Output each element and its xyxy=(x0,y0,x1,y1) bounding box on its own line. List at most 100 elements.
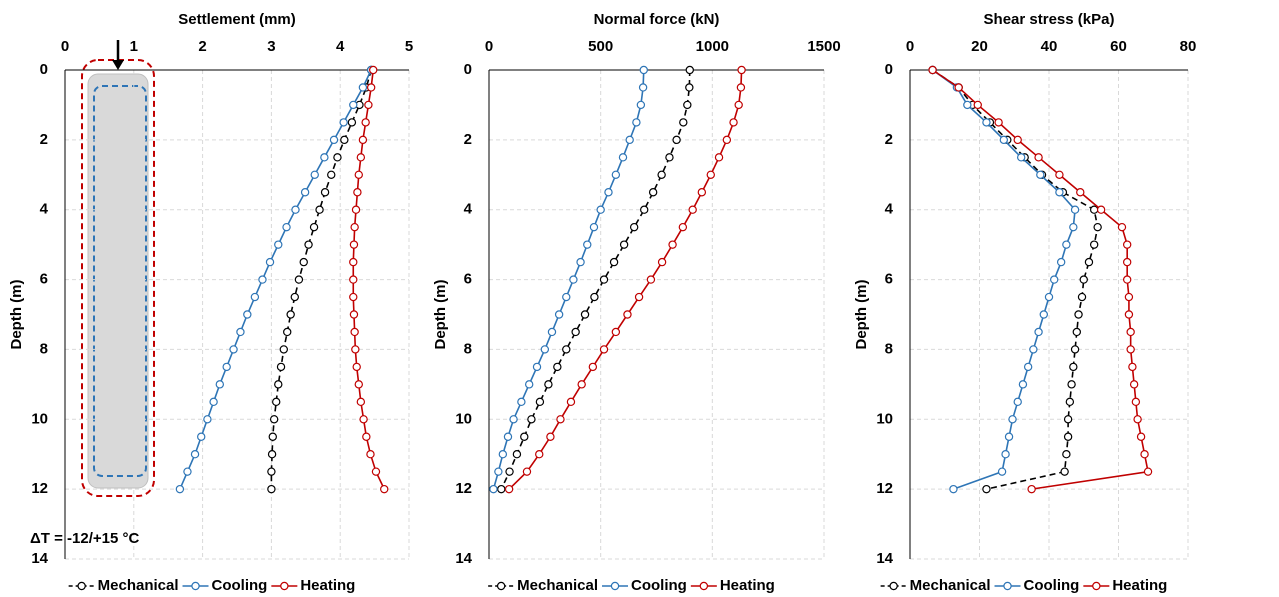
data-point xyxy=(611,170,621,179)
data-point xyxy=(668,240,677,249)
data-point xyxy=(350,327,359,337)
y-tick-label: 8 xyxy=(885,340,893,357)
data-point xyxy=(215,380,224,389)
data-point xyxy=(1122,275,1132,284)
data-point xyxy=(678,222,688,232)
data-point xyxy=(535,450,544,459)
data-point xyxy=(535,397,545,407)
data-point xyxy=(685,65,694,75)
data-point xyxy=(349,275,358,284)
load-arrow-head xyxy=(112,60,124,70)
data-point xyxy=(963,100,972,110)
data-point xyxy=(1093,222,1102,232)
y-tick-label: 6 xyxy=(464,271,472,288)
data-point xyxy=(1063,415,1073,424)
data-point xyxy=(327,170,336,179)
data-point xyxy=(203,415,212,424)
data-point xyxy=(648,188,658,197)
legend-label: Heating xyxy=(1112,577,1167,594)
data-point xyxy=(540,345,550,354)
data-point xyxy=(736,83,746,92)
data-point xyxy=(1069,222,1078,232)
data-point xyxy=(1029,345,1038,354)
y-tick-label: 14 xyxy=(31,550,48,567)
y-tick-label: 2 xyxy=(885,131,893,148)
data-point xyxy=(272,397,281,407)
data-point xyxy=(1013,135,1022,145)
data-point xyxy=(556,415,565,424)
data-point xyxy=(571,327,580,337)
data-point xyxy=(369,65,378,75)
data-point xyxy=(494,467,503,476)
data-point xyxy=(353,188,362,197)
data-point xyxy=(349,310,359,319)
data-point xyxy=(364,100,373,110)
data-point xyxy=(562,345,571,354)
legend-marker xyxy=(77,581,86,591)
data-point xyxy=(279,345,288,354)
data-point xyxy=(299,257,308,267)
y-tick-label: 0 xyxy=(40,61,48,78)
data-point xyxy=(604,188,613,197)
data-point xyxy=(982,118,991,127)
data-point xyxy=(997,467,1007,476)
data-point xyxy=(657,257,667,267)
y-axis-title: Depth (m) xyxy=(8,280,25,350)
data-point xyxy=(590,292,599,302)
data-point xyxy=(497,484,506,494)
data-point xyxy=(517,397,526,407)
data-point xyxy=(609,257,619,267)
data-point xyxy=(665,153,674,162)
data-point xyxy=(1070,205,1080,214)
legend-marker xyxy=(280,581,289,591)
data-point xyxy=(679,118,688,127)
data-point xyxy=(1034,153,1043,162)
data-point xyxy=(505,467,514,476)
data-point xyxy=(350,222,359,232)
y-tick-label: 14 xyxy=(455,550,472,567)
data-point xyxy=(1122,240,1132,249)
data-point xyxy=(1056,257,1066,267)
data-point xyxy=(315,205,324,214)
x-tick-label: 60 xyxy=(1110,38,1127,55)
data-point xyxy=(638,83,648,92)
data-point xyxy=(1055,170,1064,179)
data-point xyxy=(349,292,358,302)
data-point xyxy=(250,292,260,302)
data-point xyxy=(1036,170,1045,179)
data-point xyxy=(1124,310,1134,319)
data-point xyxy=(509,415,518,424)
data-point xyxy=(999,135,1009,145)
legend-label: Mechanical xyxy=(98,577,179,594)
x-tick-label: 1 xyxy=(130,38,138,55)
data-point xyxy=(1065,397,1075,407)
data-point xyxy=(286,310,295,319)
data-point xyxy=(333,153,342,162)
data-point xyxy=(734,100,743,110)
data-point xyxy=(269,415,279,424)
data-point xyxy=(1067,380,1076,389)
data-point xyxy=(1034,327,1043,337)
data-point xyxy=(632,118,641,127)
data-point xyxy=(352,362,361,372)
data-point xyxy=(310,170,319,179)
data-point xyxy=(657,170,666,179)
y-axis-title: Depth (m) xyxy=(853,280,870,350)
data-point xyxy=(309,222,319,232)
legend-label: Cooling xyxy=(631,577,687,594)
data-point xyxy=(611,327,621,337)
data-point xyxy=(1004,432,1014,441)
y-tick-label: 2 xyxy=(40,131,48,148)
data-point xyxy=(596,205,605,214)
legend: Mechanical Cooling Heating xyxy=(488,577,775,594)
data-point xyxy=(520,432,529,441)
data-point xyxy=(729,118,738,127)
data-point xyxy=(706,170,715,179)
data-point xyxy=(351,345,360,354)
pile-drawing xyxy=(81,40,155,497)
data-point xyxy=(1017,153,1026,162)
data-point xyxy=(359,415,368,424)
data-point xyxy=(1126,327,1135,337)
x-tick-label: 2 xyxy=(198,38,206,55)
